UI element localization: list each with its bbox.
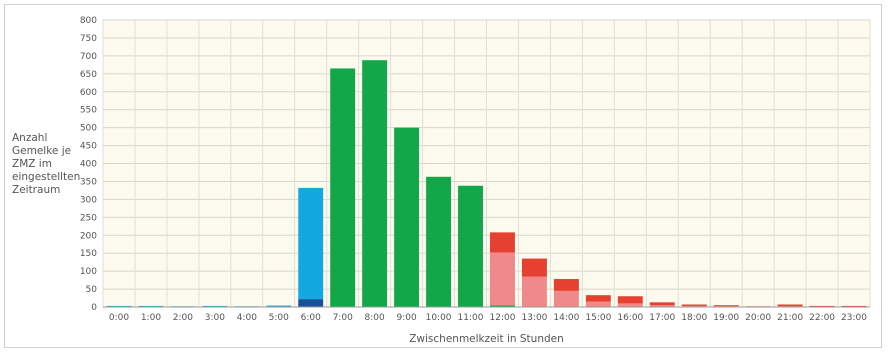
bar-segment <box>394 127 420 307</box>
x-tick-label: 18:00 <box>681 313 707 323</box>
x-tick-label: 10:00 <box>426 313 452 323</box>
bar-segment <box>553 290 579 307</box>
bar-segment <box>617 303 643 307</box>
bar-segment <box>202 305 228 307</box>
y-tick-label: 700 <box>80 52 97 62</box>
x-tick-label: 22:00 <box>809 313 835 323</box>
x-tick-label: 15:00 <box>585 313 611 323</box>
y-tick-label: 100 <box>80 267 97 277</box>
x-tick-label: 16:00 <box>617 313 643 323</box>
x-tick-label: 7:00 <box>333 313 353 323</box>
y-tick-label: 750 <box>80 34 97 44</box>
bar-segment <box>585 295 611 302</box>
bar-segment <box>138 305 164 307</box>
bar-segment <box>521 276 547 307</box>
bar-segment <box>681 304 707 306</box>
x-tick-label: 6:00 <box>301 313 321 323</box>
x-tick-label: 21:00 <box>777 313 803 323</box>
bar-segment <box>521 258 547 277</box>
bar-segment <box>713 305 739 307</box>
y-tick-label: 500 <box>80 124 97 134</box>
bar-segment <box>553 279 579 291</box>
y-axis-label: Anzahl Gemelke je ZMZ im eingestellten Z… <box>12 132 81 196</box>
bar-segment <box>777 304 803 307</box>
bar-segment <box>809 305 835 307</box>
bar-segment <box>298 299 324 307</box>
x-tick-label: 1:00 <box>141 313 161 323</box>
bar-segment <box>458 185 483 307</box>
bar-segment <box>490 252 515 306</box>
x-axis-label: Zwischenmelkzeit in Stunden <box>409 333 564 345</box>
y-tick-label: 200 <box>80 231 97 241</box>
y-tick-label: 150 <box>80 249 97 259</box>
bar-segment <box>106 305 132 307</box>
bar-segment <box>266 305 292 307</box>
x-tick-label: 3:00 <box>205 313 225 323</box>
x-tick-label: 14:00 <box>553 313 579 323</box>
x-tick-label: 19:00 <box>713 313 739 323</box>
x-tick-label: 12:00 <box>490 313 516 323</box>
y-tick-label: 0 <box>91 303 97 313</box>
x-tick-label: 23:00 <box>841 313 867 323</box>
x-tick-label: 20:00 <box>745 313 771 323</box>
bar-segment <box>617 296 643 304</box>
bar-segment <box>362 60 388 308</box>
bar-segment <box>649 302 675 306</box>
x-tick-label: 13:00 <box>521 313 547 323</box>
x-tick-label: 0:00 <box>109 313 129 323</box>
bar-segment <box>426 176 452 307</box>
y-tick-label: 800 <box>80 16 97 26</box>
y-tick-label: 400 <box>80 160 97 170</box>
bar-segment <box>490 305 515 307</box>
y-tick-label: 250 <box>80 213 97 223</box>
bar-segment <box>649 305 675 307</box>
x-tick-label: 4:00 <box>237 313 257 323</box>
x-tick-label: 2:00 <box>173 313 193 323</box>
y-tick-label: 50 <box>86 285 98 295</box>
y-tick-label: 650 <box>80 70 97 80</box>
bar-segment <box>298 187 324 300</box>
bar-segment <box>490 232 515 253</box>
x-tick-label: 11:00 <box>458 313 484 323</box>
bar-segment <box>585 301 611 307</box>
bar-segment <box>330 68 356 308</box>
x-tick-label: 8:00 <box>365 313 385 323</box>
y-tick-label: 600 <box>80 88 97 98</box>
y-tick-label: 550 <box>80 106 97 116</box>
y-tick-label: 300 <box>80 195 97 205</box>
bar-segment <box>841 305 867 307</box>
x-tick-label: 9:00 <box>396 313 416 323</box>
y-tick-label: 450 <box>80 142 97 152</box>
bar-segment <box>681 305 707 307</box>
x-tick-label: 17:00 <box>649 313 675 323</box>
x-tick-label: 5:00 <box>269 313 289 323</box>
y-tick-label: 350 <box>80 177 97 187</box>
